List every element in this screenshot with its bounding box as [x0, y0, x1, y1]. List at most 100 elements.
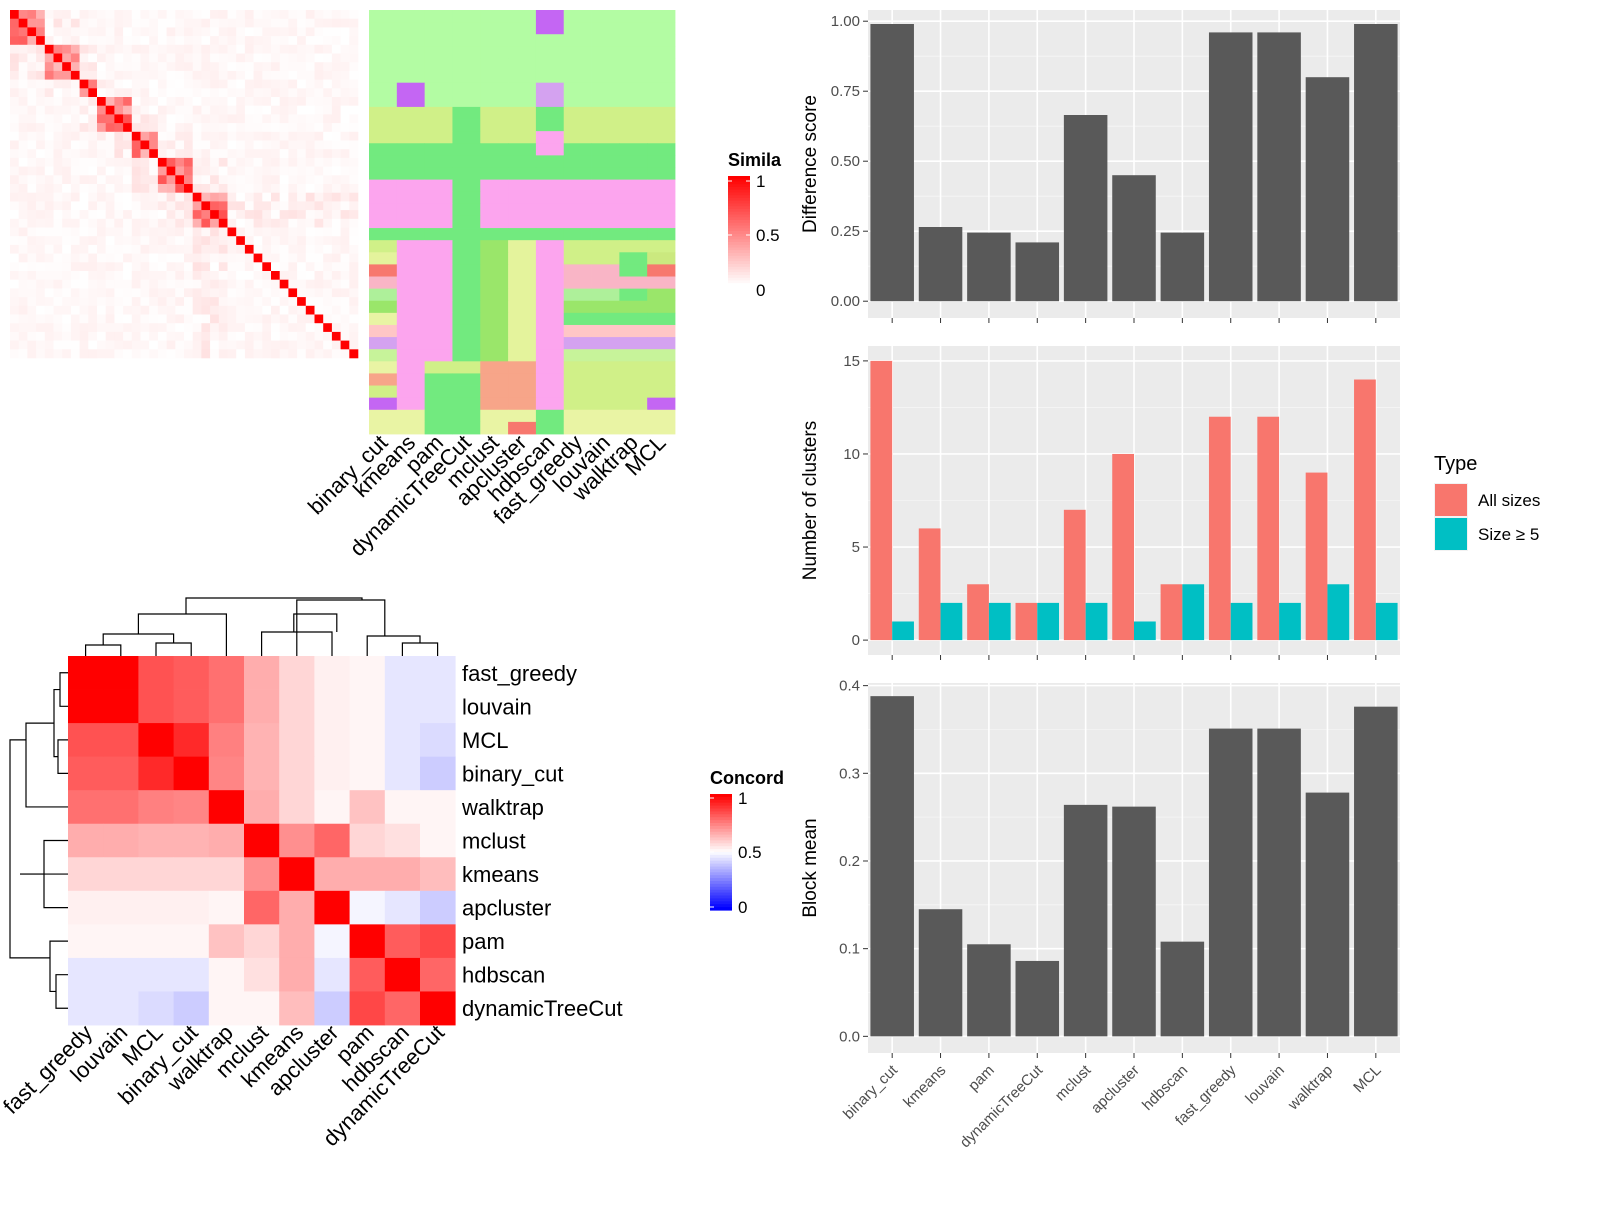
similarity-cell — [114, 36, 124, 46]
concordance-legend-gradient — [710, 895, 732, 899]
class-cell — [508, 46, 537, 59]
similarity-cell — [105, 218, 115, 228]
similarity-cell — [192, 279, 202, 289]
similarity-cell — [175, 114, 185, 124]
concordance-legend-tick-label: 0 — [738, 898, 747, 917]
concordance-row-label: hdbscan — [462, 963, 545, 988]
similarity-cell — [149, 305, 159, 315]
concordance-legend-gradient — [710, 875, 732, 879]
similarity-cell — [157, 36, 167, 46]
similarity-cell — [88, 288, 98, 298]
similarity-cell — [201, 44, 211, 54]
concordance-cell — [349, 790, 386, 825]
concordance-cell — [384, 723, 421, 758]
similarity-cell — [97, 184, 106, 193]
similarity-cell — [36, 131, 46, 141]
similarity-cell — [131, 79, 141, 89]
concordance-cell — [349, 857, 386, 892]
similarity-cell — [262, 184, 272, 193]
similarity-cell — [157, 236, 167, 246]
similarity-cell — [236, 27, 246, 37]
similarity-cell — [305, 297, 315, 307]
similarity-cell — [184, 105, 193, 115]
similarity-cell — [236, 305, 246, 315]
similarity-cell — [36, 166, 46, 176]
x-tick-label: walktrap — [1284, 1062, 1336, 1114]
similarity-cell — [10, 271, 19, 280]
similarity-cell — [244, 10, 254, 19]
similarity-cell — [62, 288, 72, 298]
similarity-cell — [10, 62, 19, 72]
concordance-cell — [138, 991, 174, 1026]
similarity-cell — [44, 166, 54, 176]
class-cell — [619, 131, 648, 144]
similarity-cell — [201, 210, 211, 220]
similarity-cell — [88, 27, 98, 37]
similarity-cell — [210, 149, 220, 159]
similarity-cell — [157, 44, 167, 54]
similarity-cell — [149, 70, 159, 80]
similarity-cell — [244, 279, 254, 289]
similarity-cell — [236, 18, 246, 28]
similarity-cell — [79, 114, 89, 124]
class-cell — [563, 143, 592, 156]
similarity-cell — [44, 271, 54, 280]
class-cell — [535, 215, 565, 229]
similarity-cell — [288, 105, 298, 115]
class-cell — [424, 46, 453, 59]
similarity-cell — [218, 227, 228, 237]
class-cell — [647, 324, 676, 338]
class-cell — [396, 349, 426, 362]
similarity-cell — [340, 288, 350, 298]
similarity-cell — [279, 210, 289, 220]
class-cell — [369, 179, 398, 193]
similarity-cell — [323, 140, 333, 150]
similarity-cell — [340, 27, 350, 37]
similarity-cell — [210, 218, 220, 228]
similarity-cell — [340, 184, 350, 193]
similarity-cell — [70, 70, 80, 80]
similarity-cell — [297, 44, 307, 54]
similarity-cell — [27, 253, 37, 263]
similarity-cell — [44, 18, 54, 28]
similarity-cell — [131, 62, 141, 72]
bar-all-sizes — [1354, 379, 1376, 641]
similarity-cell — [236, 157, 246, 167]
class-cell — [480, 155, 509, 168]
similarity-cell — [218, 123, 228, 133]
similarity-cell — [218, 149, 228, 159]
class-cell — [535, 300, 565, 314]
similarity-cell — [314, 97, 324, 106]
similarity-cell — [62, 236, 72, 246]
similarity-legend-gradient — [728, 247, 750, 251]
class-cell — [452, 349, 481, 362]
similarity-cell — [253, 340, 263, 350]
class-cell — [619, 58, 648, 71]
similarity-cell — [271, 114, 280, 124]
similarity-cell — [140, 44, 150, 54]
similarity-cell — [349, 105, 359, 115]
class-cell — [396, 167, 426, 180]
similarity-cell — [253, 236, 263, 246]
similarity-cell — [331, 244, 341, 254]
similarity-cell — [27, 131, 37, 141]
similarity-cell — [114, 70, 124, 80]
concordance-cell — [103, 656, 139, 690]
similarity-cell — [131, 210, 141, 220]
similarity-cell — [175, 236, 185, 246]
similarity-cell — [253, 62, 263, 72]
similarity-legend-gradient — [728, 225, 750, 229]
class-cell — [619, 82, 648, 96]
similarity-cell — [279, 288, 289, 298]
similarity-cell — [279, 105, 289, 115]
similarity-cell — [140, 131, 150, 141]
similarity-cell — [210, 140, 220, 150]
similarity-cell — [349, 184, 359, 193]
similarity-cell — [192, 244, 202, 254]
similarity-cell — [279, 10, 289, 19]
similarity-cell — [271, 279, 280, 289]
similarity-cell — [149, 27, 159, 37]
similarity-cell — [18, 53, 28, 63]
similarity-cell — [44, 131, 54, 141]
class-cell — [480, 167, 509, 180]
